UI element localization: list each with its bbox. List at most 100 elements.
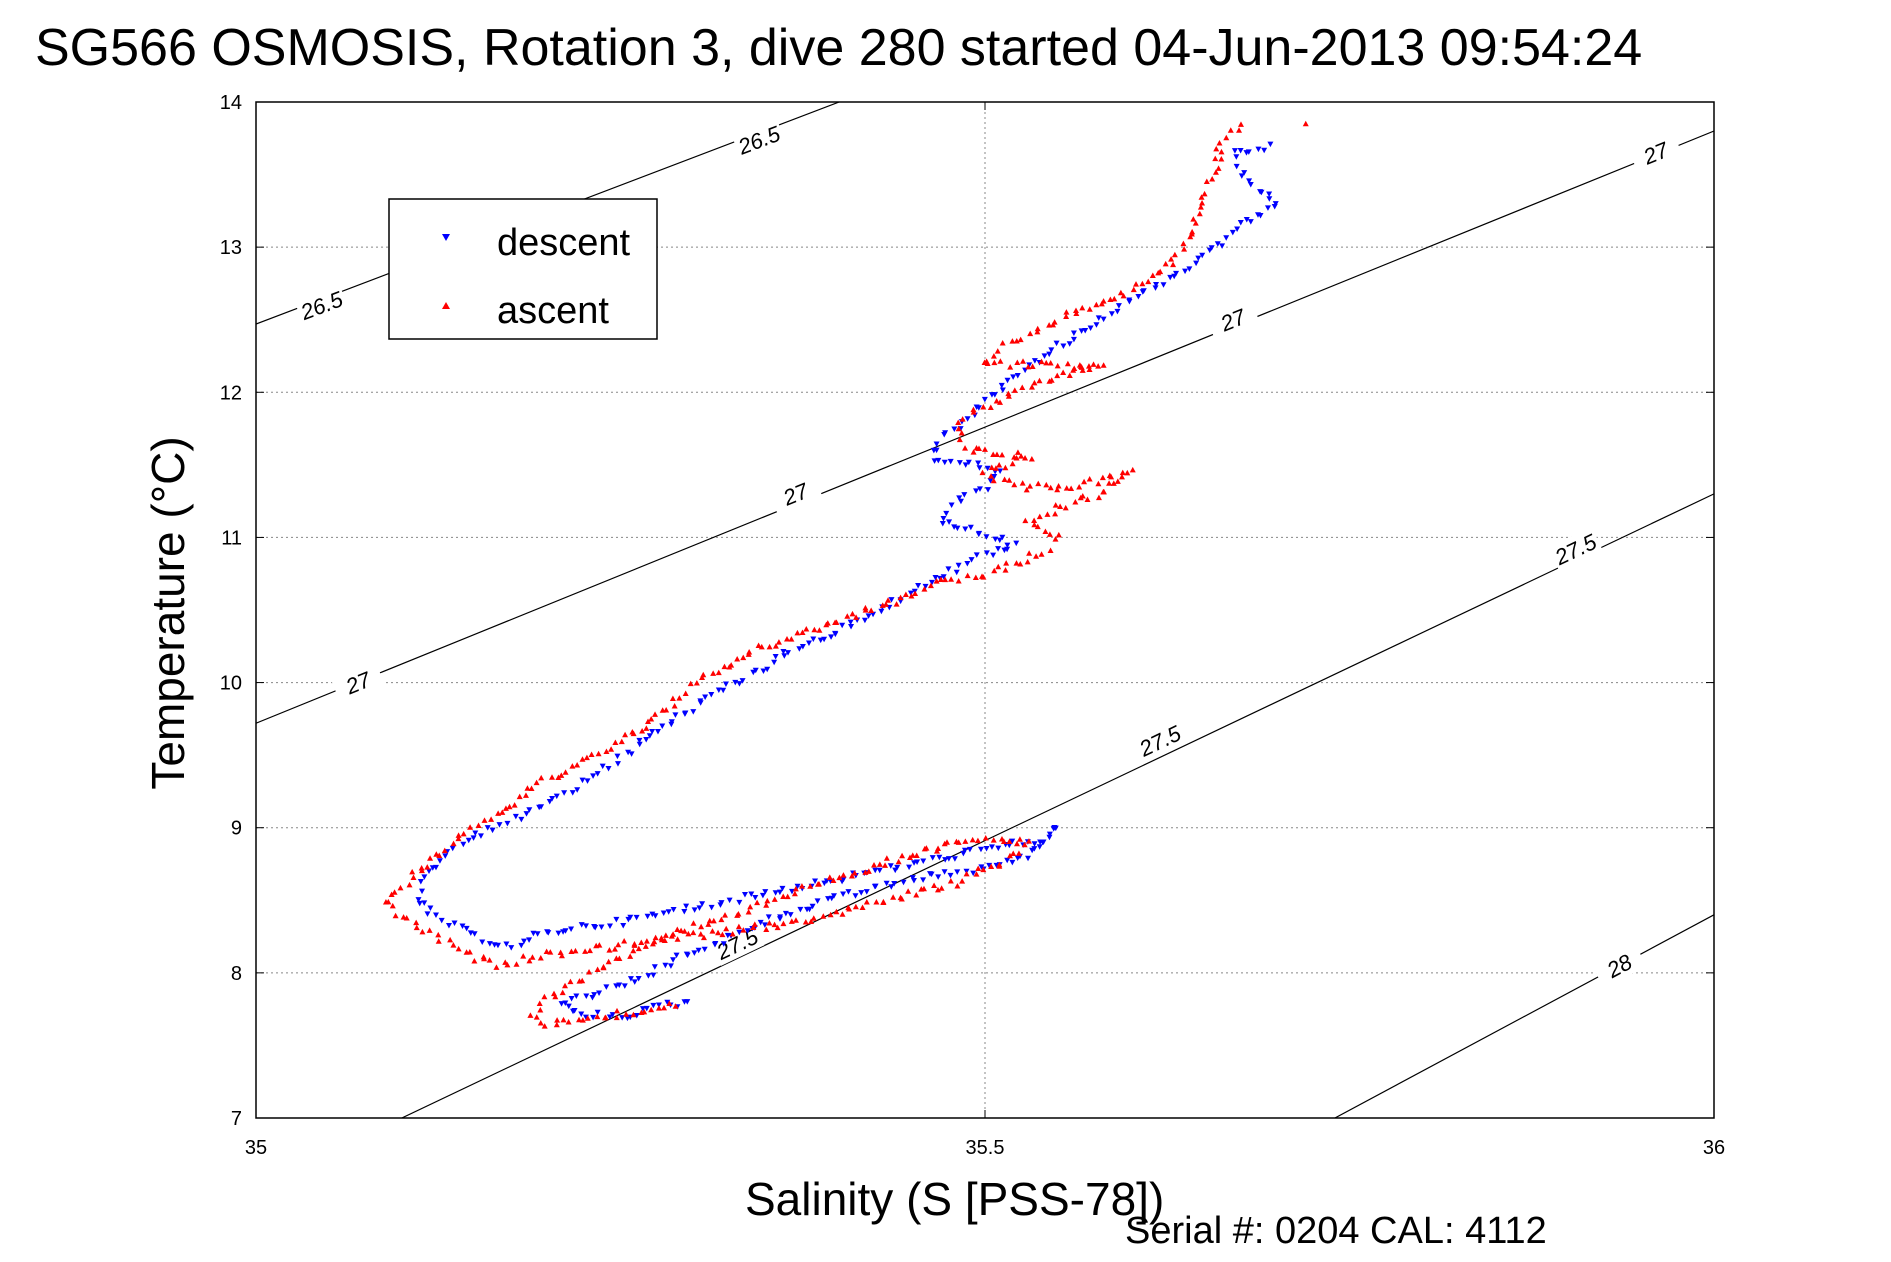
ascent-point <box>699 674 706 681</box>
descent-point <box>1219 243 1226 249</box>
descent-point <box>708 691 715 698</box>
descent-point <box>922 583 929 590</box>
ascent-point <box>638 939 645 945</box>
ascent-point <box>959 878 966 884</box>
ascent-point <box>1036 377 1043 384</box>
descent-point <box>805 640 812 646</box>
ascent-point <box>1171 251 1178 258</box>
ascent-point <box>836 874 843 881</box>
ascent-point <box>871 861 878 868</box>
descent-point <box>932 574 939 581</box>
ascent-point <box>1111 295 1118 302</box>
ascent-point <box>772 643 779 649</box>
ascent-point <box>693 680 700 686</box>
descent-point <box>504 820 511 827</box>
descent-point <box>636 741 643 748</box>
descent-point <box>664 999 671 1006</box>
descent-point <box>683 903 690 910</box>
descent-point <box>701 946 708 953</box>
ascent-point <box>830 877 837 883</box>
ascent-point <box>1066 372 1073 379</box>
ascent-point <box>1006 477 1013 483</box>
ascent-point <box>529 954 536 960</box>
descent-point <box>1031 841 1038 847</box>
descent-point <box>845 889 852 895</box>
descent-point <box>1046 351 1053 358</box>
descent-point <box>787 912 794 918</box>
ascent-point <box>798 883 805 889</box>
ascent-point <box>435 931 442 938</box>
descent-point <box>590 773 597 779</box>
descent-point <box>569 790 576 796</box>
ascent-point <box>897 594 904 601</box>
ascent-point <box>962 445 969 451</box>
descent-point <box>429 865 436 871</box>
ascent-point <box>595 750 602 757</box>
ascent-point <box>572 947 579 954</box>
descent-point <box>449 845 456 852</box>
descent-point <box>708 904 715 911</box>
ascent-point <box>558 952 565 959</box>
descent-point <box>1046 834 1053 841</box>
ascent-point <box>791 890 798 897</box>
ascent-point <box>980 404 987 410</box>
ascent-point <box>576 978 583 984</box>
ascent-point <box>1013 337 1020 344</box>
descent-point <box>609 1012 616 1018</box>
ascent-point <box>513 961 520 967</box>
ascent-point <box>1072 498 1079 505</box>
descent-point <box>654 729 661 735</box>
ascent-point <box>959 416 966 422</box>
ascent-point <box>705 921 712 927</box>
ascent-point <box>1077 494 1084 501</box>
ascent-point <box>554 1017 561 1023</box>
descent-point <box>562 928 569 934</box>
descent-point <box>546 798 553 805</box>
ascent-point <box>526 957 533 964</box>
ascent-point <box>913 892 920 898</box>
ascent-point <box>991 567 998 574</box>
ascent-point <box>948 576 955 582</box>
ascent-point <box>1052 536 1059 542</box>
descent-point <box>594 771 601 777</box>
ascent-point <box>1236 127 1243 133</box>
ascent-point <box>537 954 544 961</box>
descent-point <box>614 753 621 760</box>
descent-point <box>643 1005 650 1012</box>
descent-point <box>1078 328 1085 334</box>
ascent-point <box>1086 306 1093 312</box>
ascent-point <box>586 969 593 975</box>
descent-point <box>459 923 466 929</box>
x-tick-label: 36 <box>1703 1137 1725 1159</box>
ascent-point <box>902 591 909 598</box>
descent-point <box>840 891 847 898</box>
descent-point <box>998 382 1005 389</box>
descent-point <box>761 922 768 928</box>
ascent-point <box>537 1019 544 1026</box>
descent-point <box>479 939 486 945</box>
descent-point <box>427 905 434 912</box>
ascent-point <box>1192 220 1199 226</box>
descent-point <box>915 583 922 589</box>
ascent-point <box>811 626 818 633</box>
ascent-point <box>1023 486 1030 493</box>
ascent-point <box>1076 483 1083 490</box>
ascent-point <box>719 931 726 938</box>
ascent-point <box>993 451 1000 457</box>
ascent-point <box>1002 567 1009 573</box>
ascent-point <box>998 836 1005 842</box>
ascent-point <box>913 852 920 858</box>
descent-point <box>941 869 948 875</box>
ascent-point <box>758 643 765 650</box>
ascent-point <box>635 945 642 952</box>
descent-point <box>1272 201 1279 207</box>
ascent-point <box>941 840 948 847</box>
ascent-point <box>588 751 595 758</box>
descent-point <box>1264 205 1271 211</box>
descent-point <box>643 737 650 743</box>
ascent-point <box>1046 378 1053 384</box>
descent-point <box>861 617 868 624</box>
ascent-point <box>671 702 678 709</box>
descent-point <box>1255 146 1262 153</box>
ascent-point <box>992 465 999 471</box>
